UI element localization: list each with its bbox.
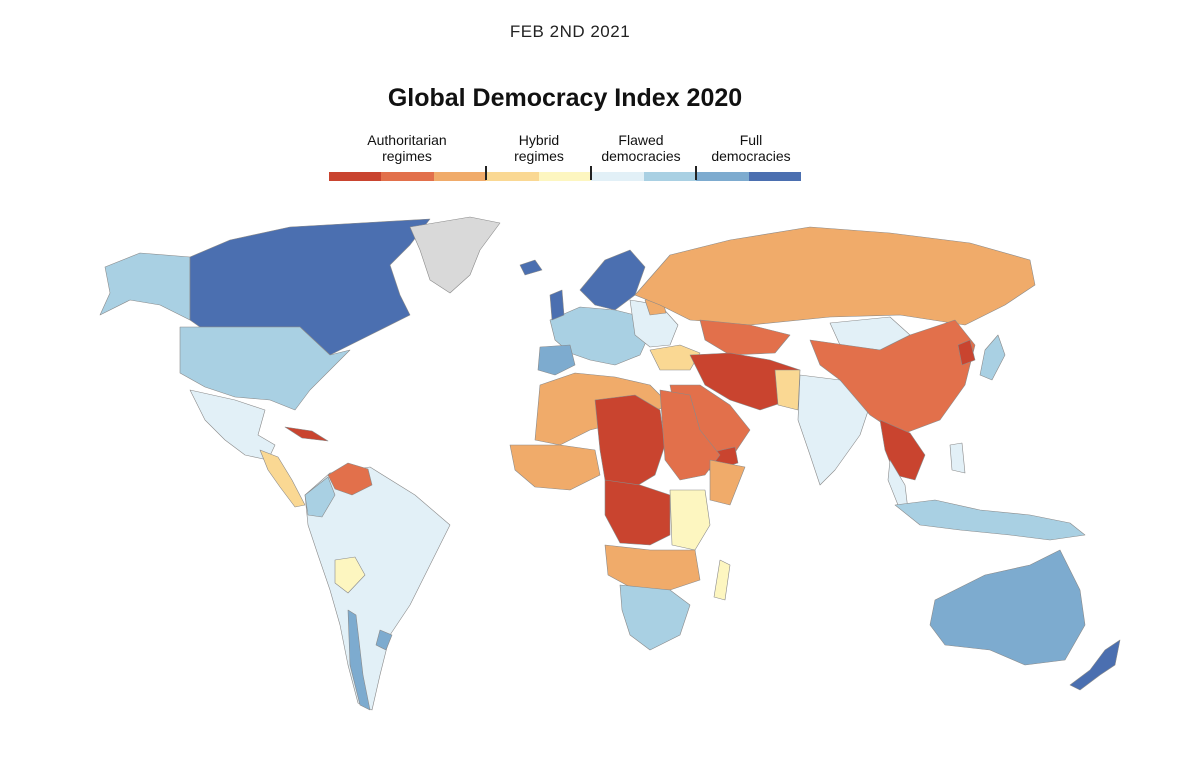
region-japan <box>979 334 1006 381</box>
region-west-africa <box>509 444 601 491</box>
legend-full-label: Full democracies <box>711 132 791 164</box>
legend-swatch <box>748 172 801 181</box>
world-map <box>99 216 1121 711</box>
legend-swatch <box>433 172 487 181</box>
legend-authoritarian-label: Authoritarian regimes <box>367 132 447 164</box>
region-scandinavia <box>579 249 646 311</box>
legend-divider <box>485 166 487 180</box>
region-indonesia <box>894 499 1086 541</box>
region-alaska <box>99 252 191 321</box>
legend-divider <box>695 166 697 180</box>
region-kazakhstan <box>699 319 791 356</box>
legend-swatch <box>486 172 539 181</box>
legend-hybrid-label: Hybrid regimes <box>514 132 564 164</box>
region-iberia <box>537 344 576 376</box>
legend-swatch <box>329 172 382 181</box>
legend-swatch <box>381 172 434 181</box>
legend-flawed-label: Flawed democracies <box>601 132 681 164</box>
region-east-africa <box>669 489 711 551</box>
region-philippines <box>949 442 966 474</box>
publication-date: FEB 2ND 2021 <box>509 22 631 41</box>
region-chile <box>347 609 371 711</box>
region-southern-africa-north <box>604 544 701 591</box>
color-legend: Authoritarian regimes Hybrid regimes Fla… <box>329 132 801 182</box>
region-greenland <box>409 216 501 294</box>
region-australia <box>929 549 1086 666</box>
region-southern-africa <box>619 584 691 651</box>
region-uruguay <box>375 629 393 651</box>
legend-swatch <box>538 172 592 181</box>
region-south-america <box>304 466 451 711</box>
legend-swatch <box>696 172 749 181</box>
legend-swatch <box>591 172 644 181</box>
legend-swatch <box>643 172 697 181</box>
region-usa <box>179 326 351 411</box>
region-mexico <box>189 389 276 461</box>
region-uk <box>549 289 565 321</box>
region-iceland <box>519 259 543 276</box>
region-china <box>809 319 976 436</box>
legend-color-bar <box>329 172 801 181</box>
legend-divider <box>590 166 592 180</box>
region-venezuela <box>327 462 373 496</box>
region-korea-north <box>957 339 976 366</box>
region-cuba <box>284 426 329 442</box>
map-title: Global Democracy Index 2020 <box>387 84 743 112</box>
region-central-america <box>259 449 306 508</box>
region-colombia-ecuador <box>304 476 336 518</box>
region-horn-of-africa <box>709 459 746 506</box>
region-madagascar <box>713 559 731 601</box>
region-central-sahel <box>594 394 666 491</box>
region-new-zealand <box>1069 639 1121 691</box>
region-bolivia <box>334 556 366 594</box>
region-central-africa <box>604 479 671 546</box>
region-russia <box>634 226 1036 326</box>
region-pakistan <box>774 369 801 411</box>
